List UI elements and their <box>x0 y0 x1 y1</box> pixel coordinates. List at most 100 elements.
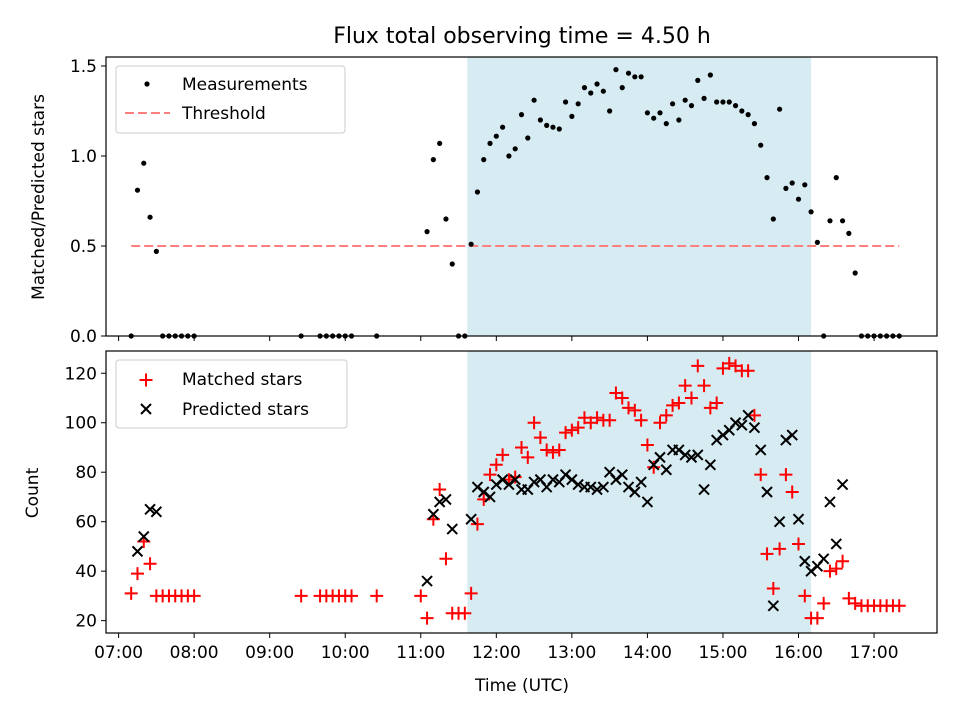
predicted-star-point <box>629 486 641 498</box>
predicted-star-point <box>654 451 666 464</box>
matched-star-point <box>546 445 560 459</box>
matched-star-point <box>754 468 768 482</box>
measurement-point <box>134 187 141 193</box>
predicted-star-point <box>440 493 452 506</box>
measurement-point <box>707 72 713 78</box>
measurement-point <box>512 146 518 152</box>
predicted-star-point <box>465 513 477 525</box>
matched-star-point <box>527 416 541 430</box>
predicted-star-point <box>792 513 805 525</box>
legend-measurements-label: Measurements <box>182 75 308 95</box>
top-y-tick-label: 0.0 <box>70 327 97 347</box>
matched-star-point <box>653 416 667 430</box>
x-tick-label: 16:00 <box>774 643 823 663</box>
predicted-star-point <box>131 545 144 558</box>
measurement-point <box>669 101 676 107</box>
measurement-point <box>676 117 682 123</box>
top-legend: Measurements Threshold <box>115 65 346 134</box>
top-axes-frame <box>105 56 938 337</box>
matched-star-point <box>515 440 528 454</box>
predicted-star-point <box>641 496 654 508</box>
matched-star-point <box>130 567 144 581</box>
x-tick-label: 12:00 <box>472 643 521 663</box>
matched-star-point <box>345 589 359 603</box>
matched-star-point <box>370 589 384 603</box>
matched-star-point <box>628 403 642 417</box>
measurement-point <box>795 196 802 202</box>
measurement-point <box>613 67 619 73</box>
legend-matched-marker <box>139 373 153 387</box>
predicted-star-point <box>742 409 754 422</box>
bottom-panel: 20 40 60 80 100 120 07:00 08:00 09:00 10:00 11:00… <box>23 350 938 696</box>
predicted-star-points <box>131 409 849 612</box>
top-y-axis-label: Matched/Predicted stars <box>29 94 49 300</box>
measurement-point <box>481 157 487 163</box>
predicted-star-point <box>736 419 748 431</box>
matched-star-point <box>634 413 648 427</box>
measurement-point <box>449 261 455 267</box>
matched-star-point <box>590 411 604 425</box>
bottom-axes-frame <box>105 350 938 634</box>
matched-star-point <box>540 443 554 457</box>
predicted-star-point <box>679 449 691 461</box>
legend-measurements-marker <box>144 81 150 87</box>
measurement-point <box>562 99 569 105</box>
predicted-star-point <box>597 481 610 493</box>
x-tick-label: 11:00 <box>396 643 445 663</box>
predicted-star-point <box>704 459 717 471</box>
x-tick-label: 15:00 <box>698 643 747 663</box>
top-y-ticks: 0.0 0.5 1.0 1.5 <box>70 57 106 347</box>
matched-star-point <box>697 379 711 393</box>
legend-matched-label: Matched stars <box>182 370 302 390</box>
measurement-point <box>537 117 543 123</box>
measurement-point <box>525 135 531 141</box>
predicted-star-point <box>660 464 673 476</box>
matched-star-point <box>294 589 308 603</box>
measurement-point <box>839 218 846 224</box>
measurement-point <box>619 85 625 91</box>
matched-star-point <box>836 554 850 568</box>
matched-star-point <box>741 364 755 378</box>
predicted-star-point <box>446 523 458 535</box>
measurement-point <box>663 121 669 127</box>
matched-star-point <box>773 542 787 556</box>
predicted-star-point <box>138 530 150 543</box>
predicted-star-point <box>585 481 597 493</box>
bottom-y-tick-label: 20 <box>75 612 97 632</box>
measurement-point <box>531 97 537 103</box>
measurement-point <box>770 216 776 222</box>
predicted-star-point <box>509 473 521 486</box>
bottom-legend: Matched stars Predicted stars <box>115 359 348 429</box>
measurement-point <box>814 239 820 245</box>
top-shaded-interval <box>467 57 812 336</box>
measurement-point <box>688 103 695 109</box>
predicted-star-point <box>484 491 496 503</box>
x-axis-label: Time (UTC) <box>474 676 569 696</box>
matched-star-point <box>533 431 547 445</box>
measurement-point <box>751 121 758 127</box>
measurement-point <box>443 216 449 222</box>
matched-star-point <box>666 398 680 412</box>
measurement-point <box>638 74 644 80</box>
matched-star-point <box>785 485 799 499</box>
matched-star-point <box>420 611 434 625</box>
measurement-point <box>474 189 481 195</box>
predicted-star-point <box>528 476 540 488</box>
bottom-y-tick-label: 60 <box>75 513 97 533</box>
measurement-point <box>581 85 588 91</box>
x-tick-label: 07:00 <box>94 643 143 663</box>
predicted-star-point <box>817 553 830 565</box>
measurement-point <box>777 106 783 112</box>
matched-star-point <box>496 448 510 462</box>
predicted-star-point <box>150 506 163 518</box>
measurement-point <box>600 88 606 94</box>
bottom-y-axis-label: Count <box>23 467 43 518</box>
measurement-point <box>651 115 657 121</box>
matched-star-point <box>603 413 617 427</box>
predicted-star-point <box>547 473 559 486</box>
matched-star-point <box>672 396 686 410</box>
legend-predicted-marker <box>140 403 152 415</box>
matched-star-point <box>647 460 661 474</box>
matched-star-point <box>817 596 831 610</box>
measurement-point <box>764 175 770 181</box>
